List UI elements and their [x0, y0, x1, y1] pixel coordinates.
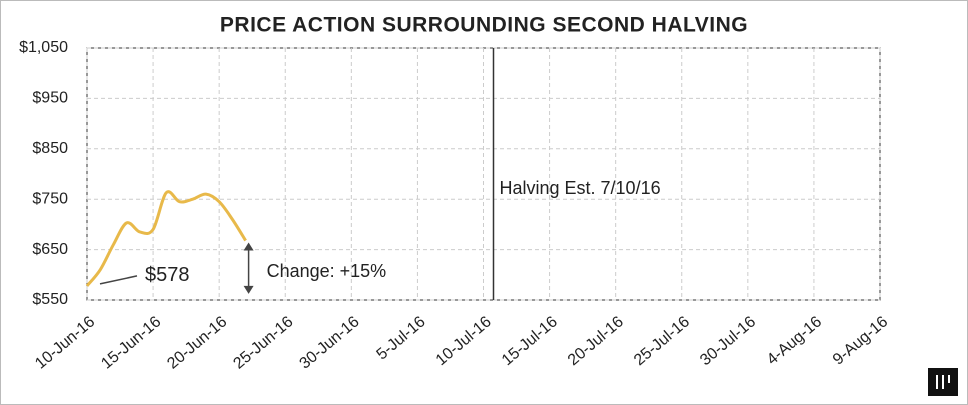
y-tick-label: $1,050 [19, 39, 68, 56]
change-label: Change: +15% [267, 261, 387, 281]
y-tick-label: $750 [32, 190, 68, 207]
y-tick-label: $850 [32, 140, 68, 157]
chart-title: PRICE ACTION SURROUNDING SECOND HALVING [220, 14, 748, 37]
y-tick-label: $950 [32, 90, 68, 107]
y-tick-label: $550 [32, 291, 68, 308]
logo [928, 368, 958, 396]
price-line [85, 190, 247, 287]
start-price-label: $578 [145, 264, 190, 286]
y-tick-label: $650 [32, 241, 68, 258]
halving-label: Halving Est. 7/10/16 [500, 178, 661, 198]
leader-line [99, 275, 138, 285]
